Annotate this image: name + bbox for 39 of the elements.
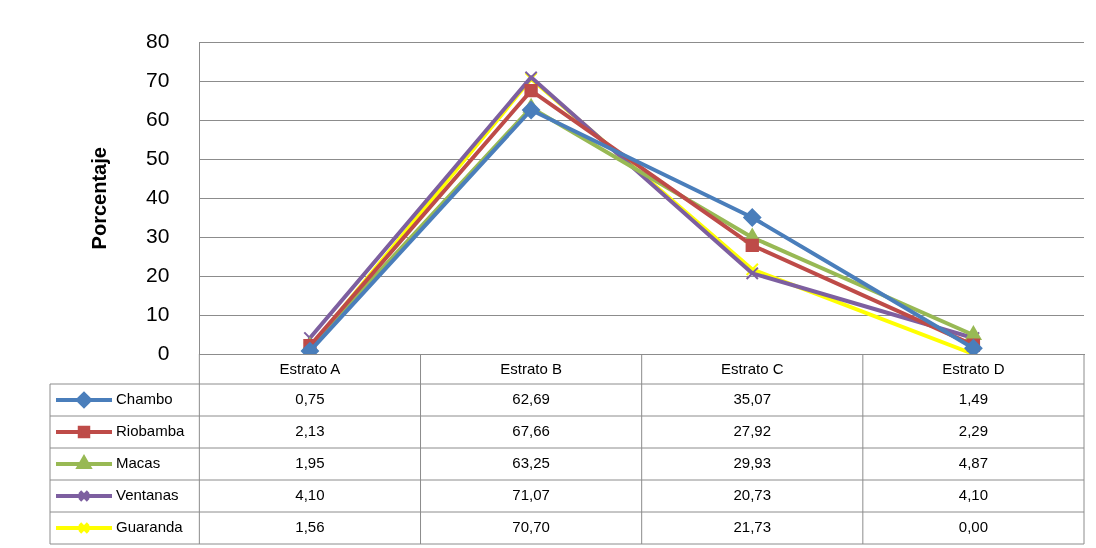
data-label: 29,93 [733, 454, 772, 472]
data-label: 21,73 [733, 518, 772, 536]
data-label: 1,95 [295, 454, 325, 472]
y-tick-label: 80 [146, 29, 170, 53]
data-label: 71,07 [512, 486, 550, 504]
y-tick-label: 0 [157, 340, 170, 364]
data-label: 0,00 [958, 518, 989, 536]
x-tick-label: Estrato D [942, 360, 1005, 378]
y-tick-label: 70 [146, 68, 170, 92]
y-tick-label: 30 [146, 224, 170, 248]
data-label: 4,87 [958, 454, 989, 472]
data-label: 1,49 [958, 390, 989, 408]
legend-label: Guaranda [116, 518, 184, 536]
data-label: 1,56 [295, 518, 325, 536]
data-label: 35,07 [733, 390, 772, 408]
y-axis-title: Porcentaje [87, 147, 110, 250]
y-tick-label: 20 [146, 262, 170, 286]
data-label: 27,92 [733, 422, 772, 440]
data-label: 67,66 [512, 422, 550, 440]
data-label: 2,13 [295, 422, 325, 440]
x-tick-label: Estrato A [279, 360, 341, 378]
data-label: 4,10 [958, 486, 989, 504]
x-tick-label: Estrato C [720, 360, 784, 378]
y-tick-label: 40 [146, 185, 170, 209]
x-tick-label: Estrato B [500, 360, 562, 378]
y-tick-label: 60 [146, 107, 170, 131]
y-tick-label: 10 [146, 301, 170, 325]
y-tick-label: 50 [146, 146, 170, 170]
data-label: 63,25 [512, 454, 550, 472]
data-label: 2,29 [958, 422, 989, 440]
legend-label: Chambo [116, 390, 173, 408]
data-label: 0,75 [295, 390, 325, 408]
legend-label: Riobamba [116, 422, 186, 440]
legend-label: Macas [116, 454, 161, 472]
legend-label: Ventanas [116, 486, 179, 504]
data-label: 20,73 [733, 486, 772, 504]
data-label: 4,10 [295, 486, 325, 504]
data-label: 62,69 [512, 390, 550, 408]
data-label: 70,70 [512, 518, 550, 536]
